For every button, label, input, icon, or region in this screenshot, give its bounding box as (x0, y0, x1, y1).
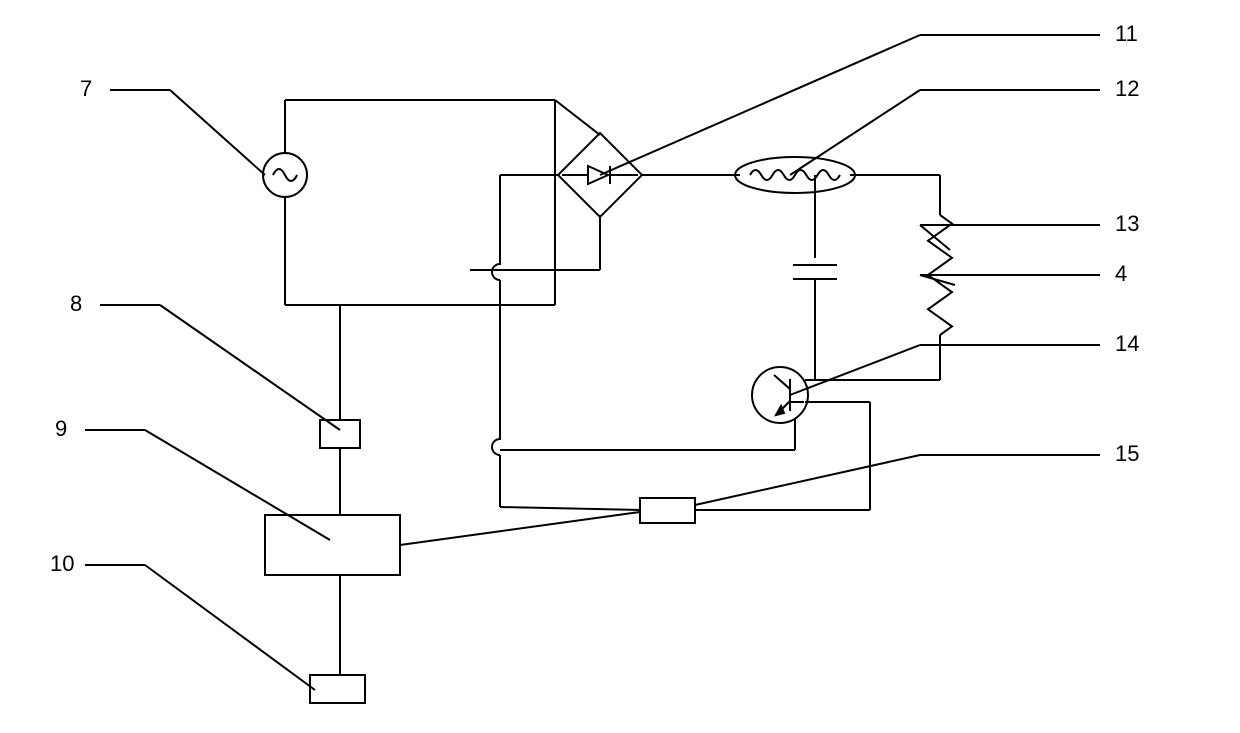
label-l10: 10 (50, 551, 74, 576)
label-l12: 12 (1115, 76, 1139, 101)
leader-l10-a (145, 565, 315, 690)
leader-l15-a (695, 455, 920, 505)
transistor-collector (774, 375, 790, 389)
leader-l7-a (170, 90, 265, 175)
block-15 (640, 498, 695, 523)
label-l9: 9 (55, 416, 67, 441)
label-l13: 13 (1115, 211, 1139, 236)
leader-l8-a (160, 305, 340, 430)
label-l7: 7 (80, 76, 92, 101)
ac-source-sine (273, 169, 297, 181)
wire-bridge_top_in (555, 100, 600, 135)
block-10 (310, 675, 365, 703)
wire-bridgeL_to15 (500, 507, 640, 510)
label-l11: 11 (1115, 21, 1138, 46)
leader-l4-a (920, 275, 955, 285)
bridge-diode (588, 166, 608, 184)
wire-bridgeL_jump1 (492, 264, 500, 280)
label-l14: 14 (1115, 331, 1139, 356)
wire-b9_to_15 (400, 512, 640, 545)
block-9 (265, 515, 400, 575)
label-l8: 8 (70, 291, 82, 316)
wire-bridgeL_jump2 (492, 439, 500, 455)
leader-l12-a (790, 90, 920, 175)
block-8 (320, 420, 360, 448)
label-l15: 15 (1115, 441, 1139, 466)
leader-l14-a (790, 345, 920, 395)
label-l4: 4 (1115, 261, 1127, 286)
leader-l11-a (600, 35, 920, 175)
leader-l9-a (145, 430, 330, 540)
